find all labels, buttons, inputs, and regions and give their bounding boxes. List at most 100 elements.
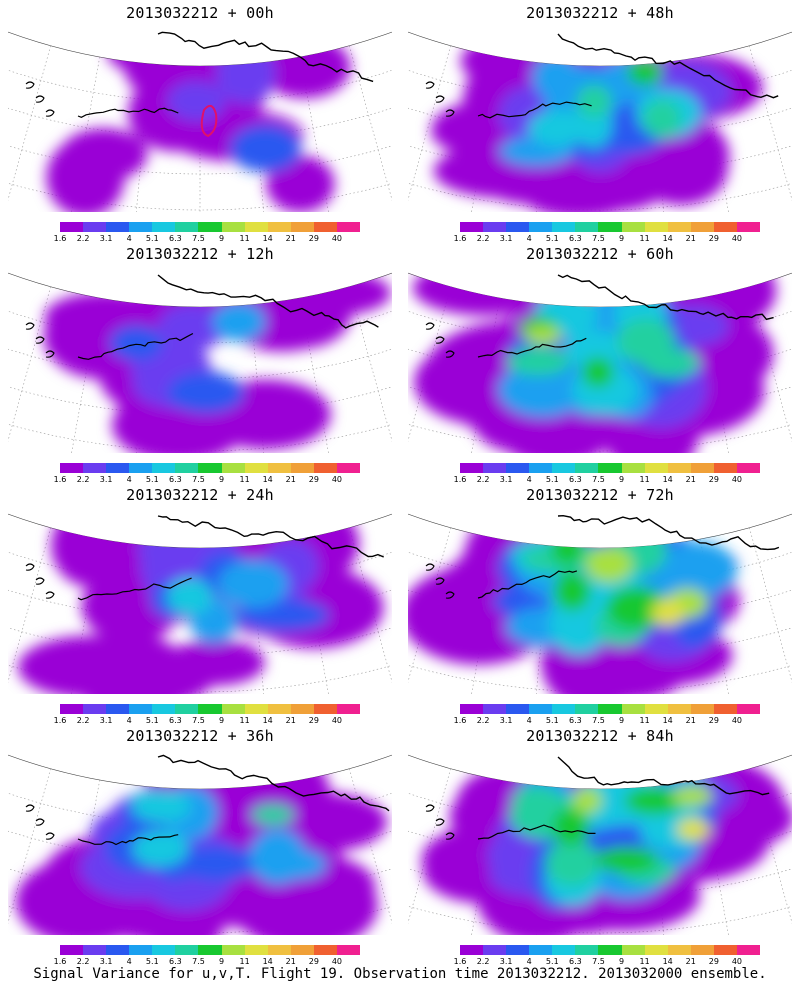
colorbar-swatch: [313, 463, 337, 473]
colorbar-swatch: [460, 463, 484, 473]
colorbar-swatch: [713, 463, 737, 473]
colorbar-swatch: [106, 463, 130, 473]
colorbar-swatch: [313, 945, 337, 955]
colorbar: [460, 222, 761, 232]
map-panel: 2013032212 + 60h 1.6 2.2 3.1 4 5.1 6.3 7.5 9 11 14…: [400, 241, 800, 484]
colorbar-tick-label: 1.6: [53, 475, 67, 484]
colorbar-swatch: [621, 463, 645, 473]
colorbar-tick-label: 9: [218, 716, 225, 725]
panel-title: 2013032212 + 60h: [526, 245, 674, 263]
map-boundary: [8, 272, 392, 308]
colorbar: [60, 704, 361, 714]
colorbar-tick-label: 29: [308, 475, 319, 484]
colorbar-tick-label: 1.6: [453, 716, 467, 725]
colorbar-swatch: [736, 222, 761, 232]
coastline: [435, 577, 445, 585]
colorbar-swatch: [106, 704, 130, 714]
colorbar-swatch: [106, 222, 130, 232]
colorbar-tick-label: 7.5: [592, 475, 605, 484]
graticule: [8, 45, 392, 212]
colorbar-tick-label: 6.3: [169, 475, 182, 484]
colorbar-swatch: [529, 945, 553, 955]
colorbar-tick-label: 40: [331, 716, 343, 725]
colorbar-swatch: [575, 704, 599, 714]
colorbar-swatch: [129, 222, 153, 232]
colorbar-swatch: [690, 704, 714, 714]
colorbar-tick-label: 7.5: [192, 957, 205, 966]
colorbar-swatch: [175, 704, 199, 714]
colorbar-swatch: [129, 704, 153, 714]
colorbar-tick-label: 21: [685, 234, 696, 243]
colorbar-swatch: [244, 945, 268, 955]
colorbar-labels: 1.6 2.2 3.1 4 5.1 6.3 7.5 9 11 14 21 29 40: [454, 716, 760, 726]
colorbar-swatch: [198, 463, 222, 473]
colorbar-tick-label: 1.6: [53, 234, 67, 243]
coastline: [557, 274, 774, 321]
colorbar-labels: 1.6 2.2 3.1 4 5.1 6.3 7.5 9 11 14 21 29 40: [54, 716, 360, 726]
colorbar-swatch: [83, 222, 107, 232]
colorbar-swatch: [290, 704, 314, 714]
colorbar-swatch: [506, 704, 530, 714]
colorbar-tick-label: 5.1: [545, 234, 559, 243]
colorbar-tick-label: 40: [331, 475, 343, 484]
colorbar-swatch: [83, 945, 107, 955]
colorbar-tick-label: 9: [218, 957, 225, 966]
colorbar-tick-label: 14: [662, 234, 673, 243]
coastline: [477, 570, 578, 599]
colorbar-tick-label: 3.1: [499, 475, 513, 484]
colorbar-tick-label: 2.2: [76, 234, 90, 243]
panel-title: 2013032212 + 84h: [526, 727, 674, 745]
colorbar-tick-label: 11: [239, 957, 250, 966]
colorbar-tick-label: 6.3: [569, 716, 582, 725]
coastline: [157, 274, 379, 329]
colorbar-tick-label: 6.3: [169, 234, 182, 243]
variance-field: [15, 753, 388, 935]
colorbar-tick-label: 4: [126, 475, 132, 484]
colorbar-tick-label: 11: [239, 716, 250, 725]
colorbar-tick-label: 4: [126, 716, 132, 725]
coastline: [35, 818, 45, 826]
colorbar-tick-label: 21: [285, 716, 296, 725]
coastline: [557, 514, 780, 551]
variance-map: [408, 754, 792, 935]
colorbar-labels: 1.6 2.2 3.1 4 5.1 6.3 7.5 9 11 14 21 29 40: [54, 234, 360, 244]
colorbar-tick-label: 14: [262, 957, 273, 966]
figure-caption: Signal Variance for u,v,T. Flight 19. Ob…: [33, 966, 767, 982]
colorbar-tick-label: 7.5: [192, 716, 205, 725]
variance-field: [17, 512, 384, 694]
colorbar-swatch: [267, 222, 291, 232]
colorbar-tick-label: 11: [239, 475, 250, 484]
colorbar-swatch: [598, 704, 622, 714]
colorbar-swatch: [336, 704, 361, 714]
colorbar-tick-label: 21: [285, 957, 296, 966]
colorbar-tick-label: 29: [708, 957, 719, 966]
colorbar-swatch: [175, 463, 199, 473]
colorbar-tick-label: 6.3: [569, 234, 582, 243]
colorbar-labels: 1.6 2.2 3.1 4 5.1 6.3 7.5 9 11 14 21 29 40: [54, 957, 360, 967]
colorbar-swatch: [198, 945, 222, 955]
variance-field: [408, 512, 740, 694]
colorbar-tick-label: 11: [639, 475, 650, 484]
colorbar-tick-label: 11: [239, 234, 250, 243]
coastline: [35, 336, 45, 344]
colorbar-tick-label: 29: [308, 957, 319, 966]
coastline: [77, 332, 194, 360]
colorbar-tick-label: 11: [639, 957, 650, 966]
colorbar-tick-label: 1.6: [53, 716, 67, 725]
colorbar-swatch: [529, 222, 553, 232]
panel-title: 2013032212 + 48h: [526, 4, 674, 22]
coastline: [45, 350, 55, 358]
coastline: [557, 33, 779, 99]
colorbar-swatch: [690, 463, 714, 473]
map-panel: 2013032212 + 72h 1.6 2.2 3.1 4 5.1 6.3 7.5 9 11 14…: [400, 482, 800, 725]
colorbar-tick-label: 5.1: [145, 957, 159, 966]
map-boundary: [408, 513, 792, 549]
colorbar-tick-label: 14: [262, 716, 273, 725]
colorbar-swatch: [290, 463, 314, 473]
colorbar-tick-label: 2.2: [76, 957, 90, 966]
colorbar-swatch: [621, 704, 645, 714]
colorbar-tick-label: 6.3: [169, 716, 182, 725]
coastline: [445, 350, 455, 358]
map-panel: 2013032212 + 24h 1.6 2.2 3.1 4 5.1 6.3 7.5 9 11 14…: [0, 482, 400, 725]
colorbar-swatch: [129, 463, 153, 473]
